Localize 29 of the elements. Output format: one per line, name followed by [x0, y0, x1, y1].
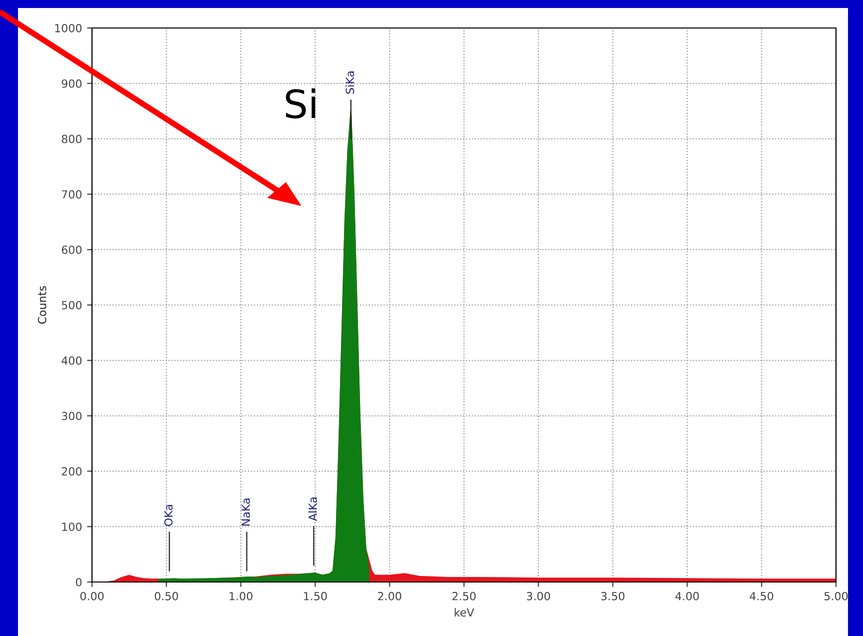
y-tick-label: 800 — [62, 134, 82, 144]
annotation: Si — [286, 88, 316, 119]
x-tick-label: 4.00 — [675, 592, 699, 600]
x-tick-label: 2.50 — [452, 592, 476, 600]
y-tick-label: 200 — [62, 467, 82, 476]
x-tick-label: 0.00 — [80, 592, 104, 600]
y-tick-label: 600 — [62, 246, 82, 254]
x-tick-label: 2.00 — [378, 592, 402, 600]
y-tick-label: 100 — [62, 522, 82, 531]
y-tick-label: 700 — [62, 190, 82, 199]
y-tick-label: 0 — [76, 578, 82, 586]
x-tick-label: 3.50 — [601, 592, 624, 600]
y-tick-label: 1000 — [55, 24, 82, 32]
x-axis-title: keV — [454, 608, 474, 617]
annotation: AlKa — [308, 497, 317, 521]
y-tick-label: 500 — [62, 300, 82, 310]
annotation: OKa — [164, 504, 173, 526]
x-tick-label: 3.00 — [526, 592, 550, 600]
annotation: SiKa — [346, 71, 354, 94]
annotation: NaKa — [242, 498, 250, 526]
y-axis-title: Counts — [38, 286, 46, 324]
y-tick-label: 300 — [62, 412, 82, 420]
x-tick-label: 1.50 — [304, 592, 327, 600]
y-tick-label: 400 — [62, 356, 82, 365]
x-tick-label: 5.00 — [824, 592, 848, 600]
x-tick-label: 0.50 — [154, 592, 178, 600]
x-tick-label: 1.00 — [230, 592, 252, 600]
y-tick-label: 900 — [62, 79, 82, 88]
x-tick-label: 4.50 — [750, 592, 774, 600]
